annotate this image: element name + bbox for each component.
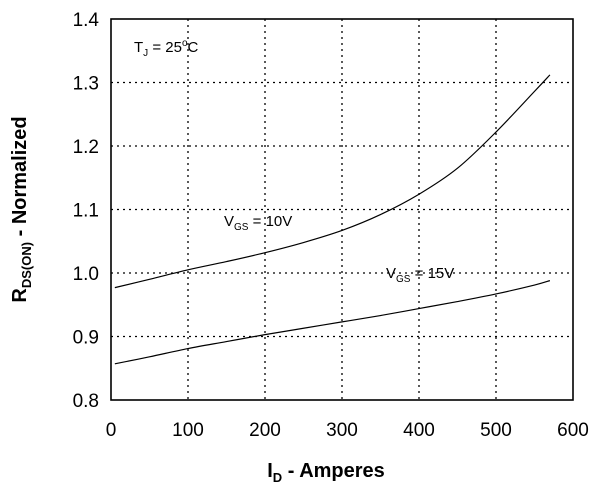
series-label-vgs-15v: VGS = 15V — [386, 265, 454, 285]
y-tick-label: 1.0 — [73, 264, 99, 285]
x-tick-label: 200 — [249, 420, 281, 441]
y-axis-title: RDS(ON) - Normalized — [9, 116, 34, 302]
y-tick-label: 1.4 — [73, 10, 100, 31]
x-tick-label: 0 — [106, 420, 117, 441]
series-label-vgs-10v-rest: = 10V — [248, 213, 292, 230]
y-axis-title-main: R — [9, 288, 31, 303]
temperature-annotation-after: C — [188, 39, 199, 56]
x-tick-label: 100 — [172, 420, 204, 441]
x-tick-labels: 0 100 200 300 400 500 600 — [106, 420, 589, 441]
y-tick-label: 1.3 — [73, 74, 99, 95]
temperature-annotation: TJ = 25oC — [134, 38, 199, 59]
y-axis-title-rest: - Normalized — [9, 116, 31, 242]
y-axis-title-sub: DS(ON) — [19, 242, 34, 288]
y-tick-label: 0.9 — [73, 328, 99, 349]
y-tick-label: 1.2 — [73, 137, 99, 158]
series-line-1 — [114, 280, 551, 365]
x-axis-title: ID - Amperes — [267, 460, 385, 485]
temperature-annotation-sup: o — [182, 38, 188, 49]
y-tick-label: 0.8 — [73, 391, 99, 412]
series-lines — [114, 74, 551, 365]
series-line-0 — [114, 74, 551, 289]
y-tick-label: 1.1 — [73, 201, 99, 222]
x-tick-label: 500 — [480, 420, 512, 441]
series-label-vgs-10v-sub: GS — [234, 222, 249, 233]
y-tick-labels: 0.8 0.9 1.0 1.1 1.2 1.3 1.4 — [73, 10, 100, 412]
temperature-annotation-rest: = 25 — [148, 39, 182, 56]
series-label-vgs-15v-sub: GS — [396, 274, 411, 285]
x-axis-title-sub: D — [273, 470, 282, 485]
x-tick-label: 300 — [326, 420, 358, 441]
x-axis-title-rest: - Amperes — [282, 460, 385, 482]
temperature-annotation-main: T — [134, 39, 143, 56]
series-label-vgs-10v: VGS = 10V — [224, 213, 292, 233]
x-tick-label: 600 — [557, 420, 589, 441]
series-label-vgs-15v-main: V — [386, 265, 396, 282]
x-tick-label: 400 — [403, 420, 435, 441]
x-axis-title-main: I — [267, 460, 273, 482]
series-label-vgs-15v-rest: = 15V — [410, 265, 454, 282]
series-label-vgs-10v-main: V — [224, 213, 234, 230]
grid-lines — [111, 19, 573, 400]
plot-frame — [110, 18, 574, 401]
temperature-annotation-sub: J — [143, 48, 148, 59]
